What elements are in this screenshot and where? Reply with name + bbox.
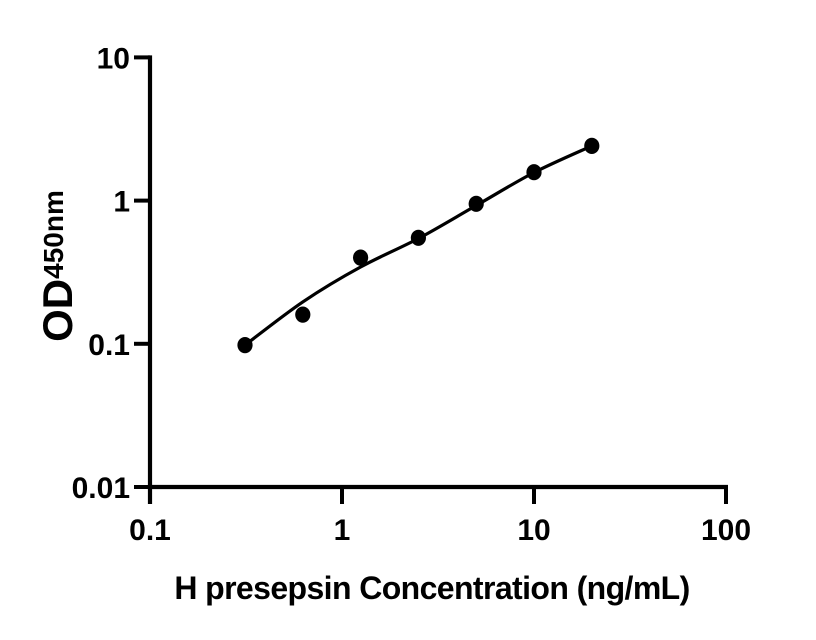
data-point [526,164,542,181]
y-tick-label: 0.1 [88,329,130,362]
x-tick-label: 1 [334,514,351,547]
data-point [410,229,426,246]
x-tick-label: 100 [701,514,751,547]
data-point [237,337,253,354]
data-point [584,137,600,154]
data-point [353,249,369,266]
data-point [295,306,311,323]
data-point [468,195,484,212]
x-axis-title: H presepsin Concentration (ng/mL) [174,570,690,606]
y-axis-title-subscript: 450nm [38,190,69,279]
y-tick-label: 1 [113,186,130,219]
y-axis-title-main: OD [34,278,81,342]
x-tick-label: 10 [517,514,550,547]
y-tick-label: 10 [97,42,130,75]
x-tick-label: 0.1 [129,514,171,547]
y-axis-title: OD450nm [34,190,82,342]
y-tick-label: 0.01 [72,472,130,505]
